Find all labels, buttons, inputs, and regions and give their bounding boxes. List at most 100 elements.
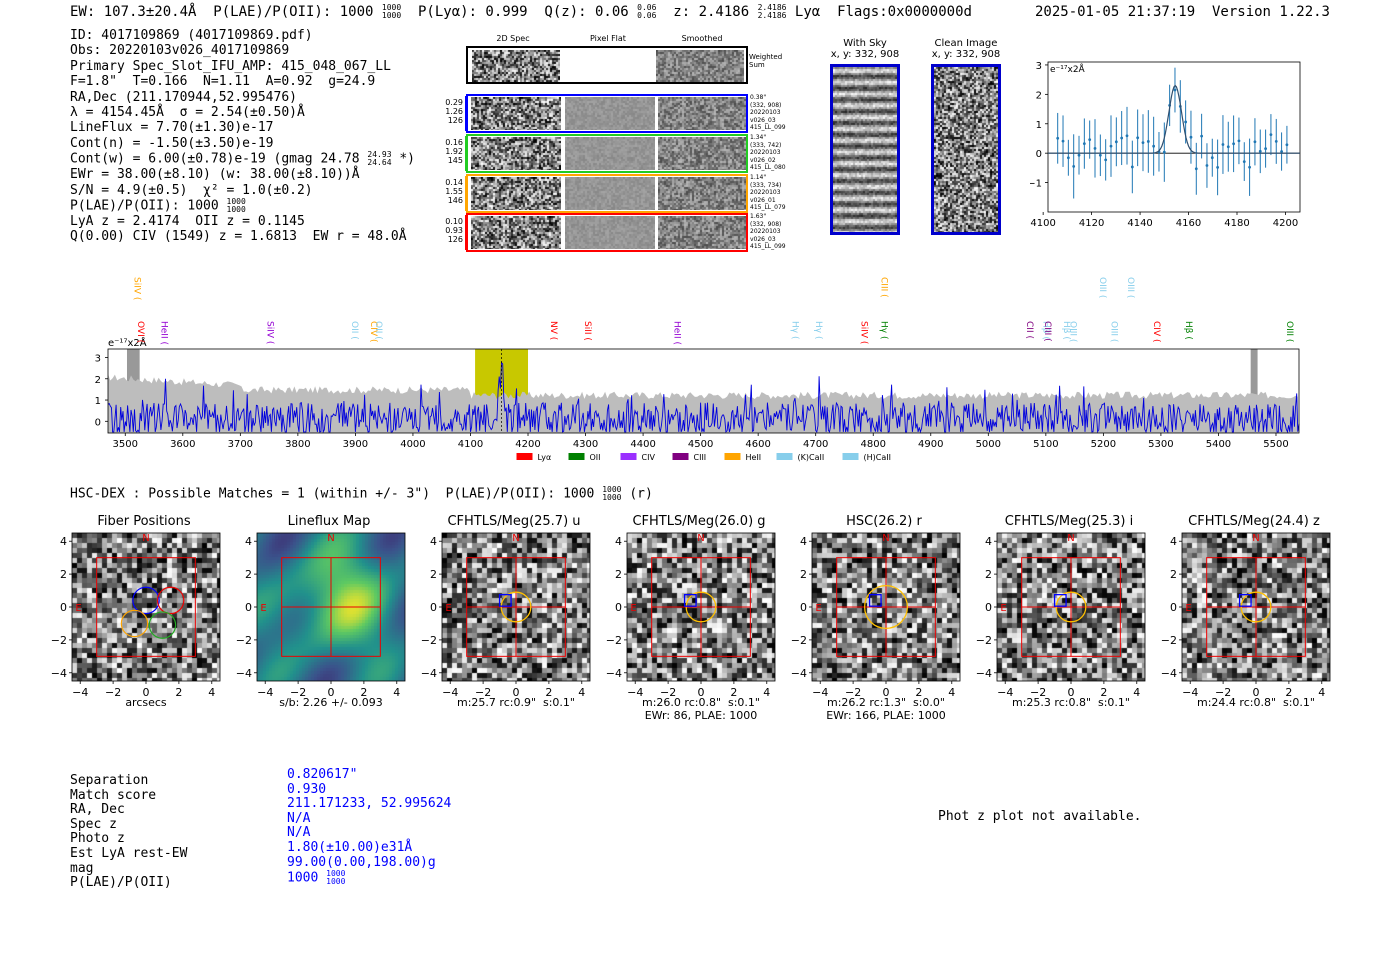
match-label: Match score bbox=[70, 787, 157, 803]
legend-label: HeII bbox=[746, 453, 762, 462]
y-tick-label: 2 bbox=[985, 568, 992, 581]
cutout-row-color-marker bbox=[465, 136, 468, 171]
match-value: 0.820617" bbox=[287, 767, 358, 782]
x-tick-label: −2 bbox=[475, 686, 491, 699]
x-tick-label: −4 bbox=[812, 686, 828, 699]
emission-line-label: SiIV ( bbox=[264, 321, 274, 344]
full-y-tick-label: 2 bbox=[95, 375, 101, 386]
north-label: N bbox=[512, 533, 519, 544]
y-tick-label: 0 bbox=[245, 601, 252, 614]
zoom-point bbox=[1253, 140, 1257, 144]
cutout-flat-noise bbox=[565, 177, 655, 210]
image-panel: CFHTLS/Meg(26.0) g N E 4 2 0 −2 −4 −4 −2 0 2 4 m:26.0… bbox=[606, 510, 786, 725]
image-panel-title: HSC(26.2) r bbox=[846, 514, 922, 529]
zoom-point bbox=[1072, 164, 1076, 168]
emission-line-label: OII ( bbox=[373, 321, 383, 340]
y-tick-label: −4 bbox=[1161, 667, 1177, 680]
cutout-row-color-marker bbox=[465, 96, 468, 131]
match-value: 0.930 bbox=[287, 781, 327, 797]
east-label: E bbox=[1185, 603, 1191, 614]
match-value: 1.80(±10.00)e31Å bbox=[287, 839, 413, 855]
y-tick-label: −4 bbox=[421, 667, 437, 680]
east-label: E bbox=[815, 603, 821, 614]
zoom-point bbox=[1269, 133, 1273, 136]
legend-swatch bbox=[568, 453, 585, 460]
legend-label: CIII bbox=[694, 453, 707, 462]
header-plae-fraction: 1000 1000 bbox=[381, 3, 402, 20]
x-tick-label: 0 bbox=[883, 686, 890, 699]
full-x-tick-label: 3600 bbox=[170, 439, 195, 450]
y-tick-label: 4 bbox=[60, 535, 67, 548]
aperture-circle bbox=[500, 591, 532, 623]
info-id: ID: 4017109869 (4017109869.pdf) bbox=[70, 28, 313, 43]
legend-label: OII bbox=[590, 453, 601, 462]
full-x-tick-label: 5500 bbox=[1263, 439, 1288, 450]
clean-image-title: Clean Image bbox=[934, 38, 998, 49]
emission-line-label: CII ( bbox=[1024, 321, 1034, 339]
emission-line-label: SiIV ( bbox=[859, 321, 869, 344]
emission-line-label: OIII ( bbox=[1068, 321, 1078, 342]
aperture-circle bbox=[685, 591, 717, 623]
zoom-point bbox=[1200, 134, 1204, 138]
emission-line-label: HeII ( bbox=[158, 321, 168, 345]
y-tick-label: −4 bbox=[51, 667, 67, 680]
cutout-flat-noise bbox=[565, 216, 655, 249]
zoom-point bbox=[1210, 156, 1214, 160]
header-ew-plae: EW: 107.3±20.4Å P(LAE)/P(OII): 1000 bbox=[70, 4, 374, 20]
match-value: 1000 1000 1000 bbox=[287, 869, 346, 887]
zoom-point bbox=[1274, 139, 1278, 143]
zoom-spectrum-plot: e⁻¹⁷x2Å 4100 4120 4140 4160 4180 4200 3 2 1 0 −1 bbox=[1030, 61, 1301, 229]
panel-overlay: N E 4 2 0 −2 −4 −4 −2 0 2 4 bbox=[51, 532, 221, 699]
image-panel-title: CFHTLS/Meg(25.7) u bbox=[447, 514, 581, 529]
match-values: 0.820617" 0.930 211.171233, 52.995624 N/A N/… bbox=[287, 767, 451, 887]
legend-label: (H)CaII bbox=[864, 453, 891, 462]
x-tick-label: −2 bbox=[660, 686, 676, 699]
weighted-sum-label: Weighted Sum bbox=[749, 53, 783, 69]
x-tick-label: 4 bbox=[393, 686, 400, 699]
zoom-fit-curve bbox=[1048, 84, 1300, 154]
north-label: N bbox=[1252, 533, 1259, 544]
match-value: 99.00(0.00,198.00)g bbox=[287, 854, 436, 870]
full-x-tick-label: 5100 bbox=[1033, 439, 1058, 450]
emission-line-label: Hβ ( bbox=[1061, 321, 1071, 340]
match-marker bbox=[868, 594, 882, 607]
x-tick-label: −2 bbox=[290, 686, 306, 699]
match-label: Spec z bbox=[70, 816, 117, 832]
x-tick-label: 2 bbox=[730, 686, 737, 699]
aperture-circle bbox=[1240, 591, 1272, 623]
full-x-tick-label: 4700 bbox=[803, 439, 828, 450]
y-tick-label: 0 bbox=[800, 601, 807, 614]
zoom-point bbox=[1082, 142, 1086, 146]
zoom-x-tick-label: 4100 bbox=[1030, 218, 1055, 229]
y-tick-label: −2 bbox=[51, 634, 67, 647]
x-tick-label: 2 bbox=[360, 686, 367, 699]
cutout-row-left-values: 0.14 1.55 146 bbox=[445, 178, 463, 205]
y-tick-label: −2 bbox=[1161, 634, 1177, 647]
match-label: Separation bbox=[70, 773, 149, 788]
zoom-y-tick-label: −1 bbox=[1030, 179, 1042, 190]
y-tick-label: 4 bbox=[430, 535, 437, 548]
header-z-fraction: 2.4186 2.4186 bbox=[757, 3, 787, 20]
emission-line-label: CIII ( bbox=[878, 277, 888, 298]
zoom-point bbox=[1152, 144, 1156, 148]
image-panel-caption: m:25.3 rc:0.8" s:0.1" bbox=[1012, 696, 1130, 709]
weighted-smoothed-noise bbox=[656, 50, 744, 82]
header-z: z: 2.4186 bbox=[673, 4, 750, 20]
emission-line-label: Hγ ( bbox=[813, 321, 823, 339]
x-tick-label: −4 bbox=[72, 686, 88, 699]
clean-image-noise bbox=[934, 67, 998, 232]
clean-image-header: Clean Image x, y: 332, 908 bbox=[930, 38, 1002, 60]
cutout-row bbox=[466, 213, 748, 252]
panel-overlay: N E 4 2 0 −2 −4 −4 −2 0 2 4 bbox=[976, 532, 1146, 699]
match-value: N/A bbox=[287, 810, 311, 826]
image-panel: HSC(26.2) r N E 4 2 0 −2 −4 −4 −2 0 2 4 m:26.2 rc:1.3… bbox=[791, 510, 971, 725]
match-value: N/A bbox=[287, 825, 311, 841]
full-x-tick-label: 4500 bbox=[688, 439, 713, 450]
y-tick-label: 2 bbox=[245, 568, 252, 581]
match-labels: Separation Match score RA, Dec Spec z Photo … bbox=[70, 773, 187, 891]
emission-line-label: SiIV ( bbox=[131, 277, 141, 300]
panel-overlay: N E 4 2 0 −2 −4 −4 −2 0 2 4 bbox=[236, 532, 406, 699]
zoom-point bbox=[1248, 165, 1251, 169]
panel-overlay: N E 4 2 0 −2 −4 −4 −2 0 2 4 bbox=[421, 532, 591, 699]
zoom-frame bbox=[1047, 61, 1301, 213]
